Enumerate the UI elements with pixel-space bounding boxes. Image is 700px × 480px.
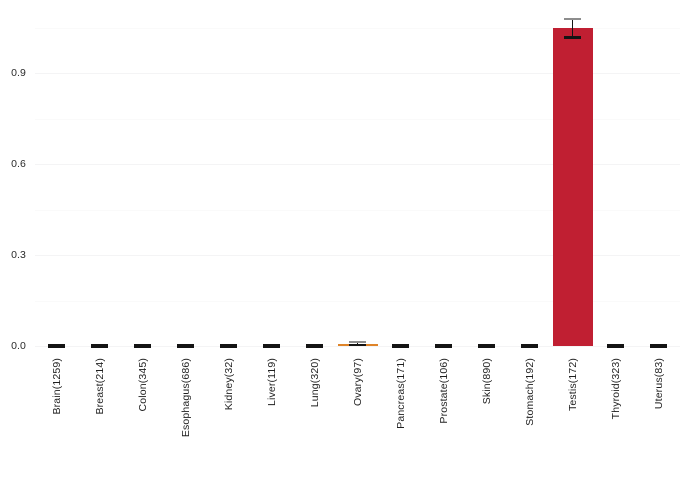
error-bar-cap [134,344,151,348]
x-axis-tick: Pancreas(171) [379,358,422,478]
x-axis-tick-label: Testis(172) [566,358,579,412]
gridline-major [35,255,680,256]
x-axis-tick: Stomach(192) [508,358,551,478]
error-bar-cap [177,344,194,348]
x-axis-tick-label: Lung(320) [308,358,321,408]
x-axis-tick-label: Liver(119) [265,358,278,406]
error-bar-cap [392,344,409,348]
x-axis-tick-label: Thyroid(323) [609,358,622,420]
bar-group[interactable] [424,8,464,348]
bar-group[interactable] [337,8,378,347]
x-axis-tick: Prostate(106) [422,358,465,478]
error-bar-cap [263,344,280,348]
gridline-minor [35,118,680,120]
bar-group[interactable] [80,8,120,348]
bar-group[interactable] [123,8,163,348]
bar-group[interactable] [166,8,206,348]
x-axis-tick: Lung(320) [293,358,336,478]
bar-group[interactable] [596,8,636,348]
x-axis-tick: Kidney(32) [207,358,250,478]
error-bar-cap-upper [564,17,581,20]
error-bar-cap [220,344,237,348]
x-axis-tick: Testis(172) [551,358,594,478]
error-bar-cap [435,344,452,348]
bar-group[interactable] [639,8,679,348]
x-axis-tick-label: Colon(345) [136,358,149,412]
x-axis-tick-label: Kidney(32) [222,358,235,411]
error-bar-line [356,341,359,346]
error-bar-cap [478,344,495,348]
error-bar-cap-upper [349,340,366,343]
y-axis-tick-label: 0.3 [11,249,26,261]
error-bar-cap [607,344,624,348]
error-bar-cap [91,344,108,348]
error-bar-line [571,18,574,38]
error-bar-cap-lower [349,344,366,347]
x-axis-tick-label: Ovary(97) [351,358,364,407]
error-bar-cap-lower [564,36,581,39]
x-axis-tick-label: Brain(1259) [50,358,63,415]
gridline-major [35,73,680,74]
error-bar-cap [521,344,538,348]
error-bar-cap [48,344,65,348]
error-bar-cap [650,344,667,348]
x-axis-tick-label: Pancreas(171) [394,358,407,429]
plot-area [35,8,680,348]
x-axis-tick: Ovary(97) [336,358,379,478]
x-axis-tick-label: Prostate(106) [437,358,450,424]
x-axis-tick-label: Skin(890) [480,358,493,405]
bar-group[interactable] [510,8,550,348]
bar-group[interactable] [552,8,593,346]
bar-group[interactable] [467,8,507,348]
gridline-minor [35,209,680,211]
x-axis-tick: Colon(345) [121,358,164,478]
gridline-minor [35,27,680,29]
x-axis-tick-label: Breast(214) [93,358,106,415]
bar-group[interactable] [252,8,292,348]
bar[interactable] [552,28,593,346]
x-axis: Brain(1259) Breast(214) Colon(345) Esophagu… [35,352,680,480]
bar-group[interactable] [295,8,335,348]
y-axis: 0.0 0.3 0.6 0.9 [0,0,35,354]
y-axis-tick-label: 0.0 [11,340,26,352]
bar-group[interactable] [37,8,77,348]
error-bar-cap [306,344,323,348]
x-axis-tick: Thyroid(323) [594,358,637,478]
bar-group[interactable] [381,8,421,348]
x-axis-tick-label: Esophagus(686) [179,358,192,438]
x-axis-tick: Brain(1259) [35,358,78,478]
x-axis-tick: Esophagus(686) [164,358,207,478]
x-axis-tick: Uterus(83) [637,358,680,478]
x-axis-tick: Skin(890) [465,358,508,478]
gridline-minor [35,300,680,302]
y-axis-tick-label: 0.9 [11,67,26,79]
x-axis-tick: Breast(214) [78,358,121,478]
x-axis-tick: Liver(119) [250,358,293,478]
x-axis-tick-label: Stomach(192) [523,358,536,426]
x-axis-tick-label: Uterus(83) [652,358,665,410]
gridline-major [35,346,680,347]
y-axis-tick-label: 0.6 [11,158,26,170]
gridline-major [35,164,680,165]
bar-group[interactable] [209,8,249,348]
